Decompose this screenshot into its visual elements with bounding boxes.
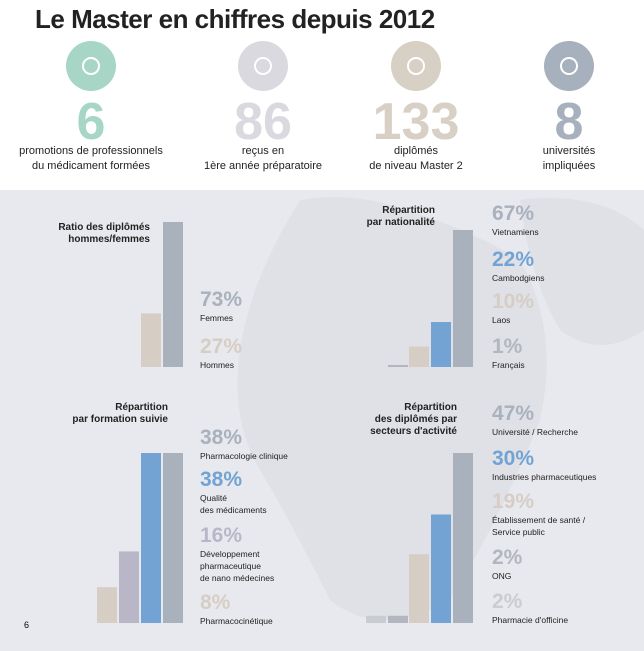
stat-caption: reçus en 1ère année préparatoire	[203, 145, 323, 172]
value-label: 16%	[200, 524, 243, 547]
category-label: Pharmacocinétique	[200, 616, 273, 626]
chart-title: Ratio des diplômés hommes/femmes	[58, 222, 150, 245]
stat-number: 133	[372, 93, 460, 151]
value-label: 2%	[492, 546, 523, 569]
page-number: 6	[24, 620, 30, 630]
bar	[453, 230, 473, 367]
stat-caption: universités impliquées	[542, 145, 596, 172]
icon-glyph	[254, 57, 272, 75]
category-label: Français	[492, 360, 525, 370]
icon-glyph	[407, 57, 425, 75]
value-label: 38%	[200, 426, 243, 449]
chart-title: Répartition des diplômés par secteurs d'…	[370, 402, 457, 437]
bar	[431, 322, 451, 367]
value-label: 73%	[200, 288, 243, 311]
value-label: 2%	[492, 590, 523, 613]
value-label: 38%	[200, 468, 243, 491]
value-label: 22%	[492, 248, 535, 271]
category-label: Qualité des médicaments	[200, 493, 267, 515]
value-label: 30%	[492, 447, 535, 470]
category-label: Université / Recherche	[492, 427, 578, 437]
category-label: Laos	[492, 315, 511, 325]
icon-circle	[66, 41, 116, 91]
bar	[97, 587, 117, 623]
bar	[163, 453, 183, 623]
bar	[388, 615, 408, 623]
bar	[453, 453, 473, 623]
stat-number: 8	[554, 93, 584, 151]
bar	[431, 514, 451, 623]
chart-title: Répartition par nationalité	[366, 205, 435, 228]
value-label: 10%	[492, 290, 535, 313]
bar	[141, 313, 161, 367]
bar	[141, 453, 161, 623]
icon-circle	[544, 41, 594, 91]
stat-caption: diplômés de niveau Master 2	[369, 145, 463, 172]
category-label: Femmes	[200, 313, 234, 323]
category-label: Pharmacologie clinique	[200, 451, 288, 461]
icon-glyph	[82, 57, 100, 75]
category-label: Hommes	[200, 360, 235, 370]
icon-circle	[238, 41, 288, 91]
category-label: Pharmacie d'officine	[492, 615, 569, 625]
value-label: 19%	[492, 490, 535, 513]
value-label: 27%	[200, 335, 243, 358]
bar	[388, 364, 408, 367]
stat-number: 86	[234, 93, 292, 151]
icon-circle	[391, 41, 441, 91]
category-label: Industries pharmaceutiques	[492, 472, 597, 482]
icon-glyph	[560, 57, 578, 75]
stat-number: 6	[76, 93, 106, 151]
bar	[409, 346, 429, 367]
chart-title: Répartition par formation suivie	[72, 402, 168, 425]
value-label: 8%	[200, 591, 231, 614]
category-label: Établissement de santé / Service public	[492, 515, 586, 537]
bar	[409, 554, 429, 623]
bar	[163, 222, 183, 367]
stat-caption: promotions de professionnels du médicame…	[19, 145, 163, 172]
value-label: 47%	[492, 402, 535, 425]
value-label: 1%	[492, 335, 523, 358]
page-title: Le Master en chiffres depuis 2012	[35, 4, 435, 34]
category-label: ONG	[492, 571, 512, 581]
category-label: Cambodgiens	[492, 273, 545, 283]
bar	[119, 551, 139, 623]
category-label: Développement pharmaceutique de nano méd…	[200, 549, 275, 583]
category-label: Vietnamiens	[492, 227, 539, 237]
value-label: 67%	[492, 202, 535, 225]
bar	[366, 615, 386, 623]
